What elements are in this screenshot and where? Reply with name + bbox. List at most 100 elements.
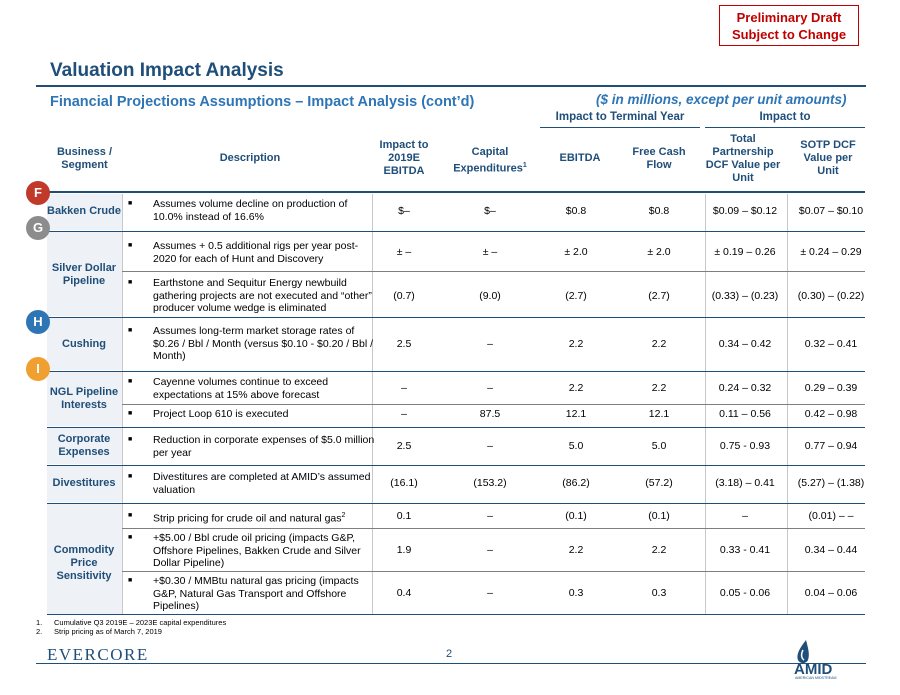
cell-capex: – [487, 544, 493, 556]
segment-label-cushing: Cushing [62, 338, 106, 350]
cell-ebitda: ± 2.0 [564, 246, 588, 258]
segment-divider [47, 371, 865, 372]
cell-sotp: ± 0.24 – 0.29 [800, 246, 862, 258]
cell-2019-ebitda: 0.1 [396, 510, 412, 522]
cell-sotp: 0.04 – 0.06 [804, 587, 858, 599]
page-subtitle: Financial Projections Assumptions – Impa… [50, 94, 475, 110]
cell-sotp: 0.32 – 0.41 [804, 338, 858, 350]
segment-divider [47, 317, 865, 318]
cell-capex: 87.5 [479, 408, 501, 420]
cell-sotp: 0.42 – 0.98 [804, 408, 858, 420]
cell-ebitda: 2.2 [568, 338, 584, 350]
marker-f-badge: F [26, 181, 50, 205]
segment-band-cushing [47, 318, 122, 370]
row-divider [122, 528, 865, 529]
segment-band-silver [47, 232, 122, 316]
cell-ebitda: 5.0 [568, 440, 584, 452]
title-divider [36, 85, 866, 87]
cell-sotp: $0.07 – $0.10 [798, 205, 864, 217]
cell-2019-ebitda: $– [398, 205, 410, 217]
cell-ebitda: (0.1) [565, 510, 587, 522]
row-description: Strip pricing for crude oil and natural … [153, 510, 378, 525]
cell-sotp: (0.01) – – [808, 510, 854, 522]
column-header-segment: Business / Segment [56, 146, 113, 171]
cell-fcf: 12.1 [648, 408, 670, 420]
bullet-icon: ■ [128, 200, 133, 207]
cell-2019-ebitda: ± – [396, 246, 412, 258]
column-header-per-unit: Total Partnership DCF Value per Unit [705, 133, 781, 184]
row-description: Project Loop 610 is executed [153, 408, 289, 420]
row-description: Earthstone and Sequitur Energy newbuild … [153, 277, 372, 314]
group-header-impact: Impact to [759, 111, 811, 123]
segment-divider [47, 427, 865, 428]
cell-ebitda: 2.2 [568, 544, 584, 556]
marker-g-badge: G [26, 216, 50, 240]
draft-stamp: Preliminary Draft Subject to Change [719, 5, 859, 46]
column-header-capex-sup: 1 [522, 162, 527, 169]
cell-fcf: 0.3 [651, 587, 667, 599]
table-bottom-rule [47, 614, 865, 615]
cell-per-unit: 0.34 – 0.42 [718, 338, 772, 350]
cell-ebitda: 2.2 [568, 382, 584, 394]
group-header-terminal: Impact to Terminal Year [555, 111, 685, 123]
cell-capex: (153.2) [473, 477, 507, 489]
segment-label-ngl: NGL Pipeline Interests [49, 386, 119, 411]
cell-per-unit: ± 0.19 – 0.26 [714, 246, 776, 258]
cell-capex: – [487, 587, 493, 599]
segment-label-silver: Silver Dollar Pipeline [51, 262, 117, 287]
cell-2019-ebitda: (16.1) [390, 477, 418, 489]
bullet-icon: ■ [128, 577, 133, 584]
cell-2019-ebitda: – [401, 408, 407, 420]
cell-2019-ebitda: 1.9 [396, 544, 412, 556]
units-note: ($ in millions, except per unit amounts) [596, 92, 847, 107]
amid-flame-icon [797, 640, 809, 663]
footnote-number: 2. [36, 627, 43, 636]
cell-2019-ebitda: 2.5 [396, 338, 412, 350]
evercore-logo: EVERCORE [47, 645, 149, 664]
row-description: +$0.30 / MMBtu natural gas pricing (impa… [153, 575, 359, 612]
page-number: 2 [446, 648, 453, 660]
column-header-description: Description [219, 152, 281, 164]
cell-per-unit: 0.05 - 0.06 [719, 587, 771, 599]
footer-divider [36, 663, 866, 664]
draft-stamp-line1: Preliminary Draft [736, 10, 842, 25]
bullet-icon: ■ [128, 534, 133, 541]
footnote-1: 1. Cumulative Q3 2019E – 2023E capital ex… [36, 618, 226, 627]
cell-sotp: 0.34 – 0.44 [804, 544, 858, 556]
cell-ebitda: 0.3 [568, 587, 584, 599]
cell-2019-ebitda: – [401, 382, 407, 394]
bullet-icon: ■ [128, 512, 133, 519]
cell-capex: $– [484, 205, 496, 217]
segment-divider [47, 503, 865, 504]
marker-h-badge: H [26, 310, 50, 334]
segment-band-commodity [47, 504, 122, 614]
segment-band-ngl [47, 372, 122, 426]
cell-sotp: 0.77 – 0.94 [804, 440, 858, 452]
row-divider [122, 404, 865, 405]
marker-i-badge: I [26, 357, 50, 381]
segment-band-corporate [47, 428, 122, 464]
bullet-icon: ■ [128, 327, 133, 334]
cell-2019-ebitda: 0.4 [396, 587, 412, 599]
bullet-icon: ■ [128, 410, 133, 417]
table-header-rule [47, 191, 865, 193]
column-header-fcf: Free Cash Flow [632, 146, 686, 171]
cell-fcf: (57.2) [645, 477, 673, 489]
footnote-text: Strip pricing as of March 7, 2019 [54, 627, 162, 636]
row-description: Assumes + 0.5 additional rigs per year p… [153, 240, 359, 265]
bullet-icon: ■ [128, 279, 133, 286]
cell-per-unit: 0.11 – 0.56 [719, 408, 771, 420]
bullet-icon: ■ [128, 378, 133, 385]
cell-fcf: 2.2 [651, 382, 667, 394]
cell-ebitda: (86.2) [562, 477, 590, 489]
cell-ebitda: 12.1 [565, 408, 587, 420]
column-header-capex-label: Capital Expenditures [453, 146, 523, 175]
footnote-text: Cumulative Q3 2019E – 2023E capital expe… [54, 618, 227, 627]
column-header-ebitda: EBITDA [559, 152, 601, 164]
cell-fcf: 5.0 [651, 440, 667, 452]
cell-capex: – [487, 382, 493, 394]
cell-fcf: $0.8 [648, 205, 670, 217]
cell-capex: – [487, 510, 493, 522]
cell-per-unit: $0.09 – $0.12 [712, 205, 778, 217]
footnote-number: 1. [36, 618, 43, 627]
